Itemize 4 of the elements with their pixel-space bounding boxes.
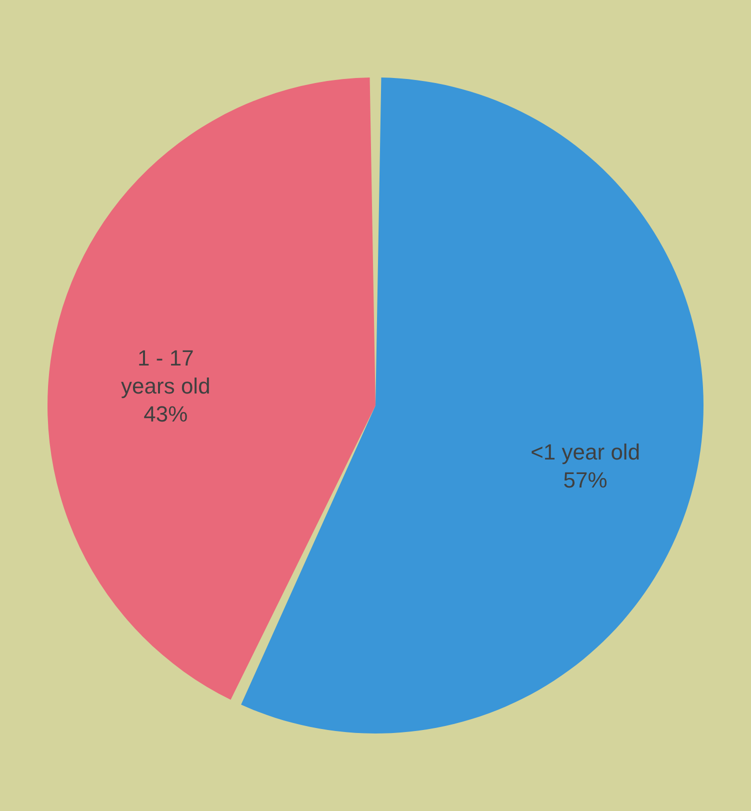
data-label: 57% [563, 467, 608, 492]
slice-label: <1 year old [530, 439, 640, 464]
slice-label: 1 - 17 years old [121, 346, 210, 399]
data-label: 43% [144, 402, 188, 427]
